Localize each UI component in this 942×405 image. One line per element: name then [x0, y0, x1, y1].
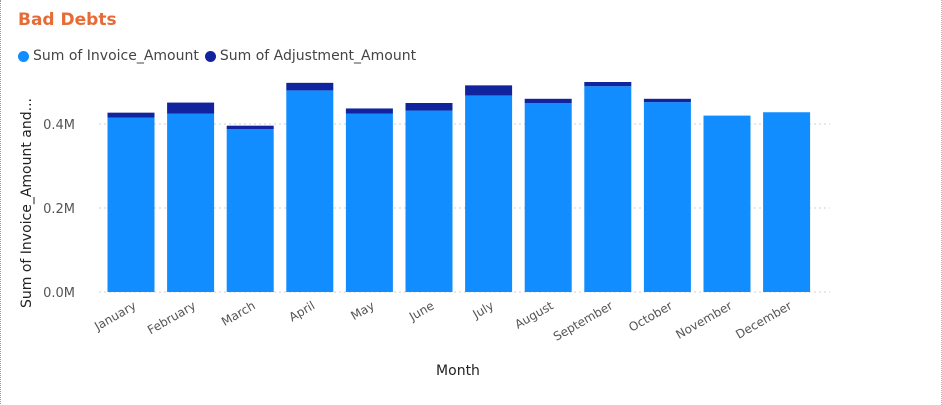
bar-adjustment[interactable] [643, 98, 691, 103]
legend-item-adjustment[interactable]: Sum of Adjustment_Amount [204, 48, 417, 64]
x-tick-label: October [626, 298, 675, 334]
bar-adjustment[interactable] [167, 102, 215, 114]
legend-dot-adjustment [204, 50, 216, 62]
x-axis-title: Month [436, 363, 480, 379]
bar-invoice[interactable] [167, 113, 215, 293]
bar-invoice[interactable] [524, 103, 572, 292]
bar-layer [107, 82, 811, 293]
x-tick-label: February [145, 298, 198, 337]
y-tick-label: 0.4M [43, 118, 75, 133]
bar-adjustment[interactable] [226, 125, 274, 130]
x-tick-label: July [470, 298, 497, 321]
bar-invoice[interactable] [763, 112, 811, 293]
x-tick-label: April [287, 298, 318, 324]
bar-invoice[interactable] [643, 102, 691, 292]
bar-invoice[interactable] [107, 117, 155, 292]
bar-invoice[interactable] [345, 113, 393, 293]
legend: Sum of Invoice_Amount Sum of Adjustment_… [18, 48, 422, 64]
x-tick-label: November [673, 298, 734, 341]
y-axis-title: Sum of Invoice_Amount and... [19, 98, 35, 308]
grid-layer [99, 123, 830, 293]
bar-adjustment[interactable] [524, 98, 572, 103]
legend-dot-invoice [18, 50, 29, 62]
legend-label-adjustment: Sum of Adjustment_Amount [219, 48, 417, 64]
y-tick-label: 0.2M [43, 202, 75, 217]
x-tick-label: May [348, 298, 376, 323]
bar-adjustment[interactable] [107, 112, 155, 118]
x-tick-label: March [219, 298, 258, 328]
legend-item-invoice[interactable]: Sum of Invoice_Amount [18, 48, 199, 64]
bar-adjustment[interactable] [584, 82, 632, 87]
bar-invoice[interactable] [584, 86, 632, 292]
y-tick-label: 0.0M [43, 286, 75, 301]
bar-invoice[interactable] [226, 129, 274, 292]
x-tick-label: June [406, 298, 437, 324]
legend-label-invoice: Sum of Invoice_Amount [33, 48, 199, 64]
x-tick-label: December [733, 298, 794, 341]
x-tick-label: August [512, 298, 556, 331]
bar-invoice[interactable] [703, 115, 751, 292]
bar-invoice[interactable] [286, 90, 334, 293]
bar-adjustment[interactable] [405, 103, 453, 111]
bar-invoice[interactable] [405, 110, 453, 292]
chart-title: Bad Debts [18, 10, 117, 30]
bar-adjustment[interactable] [286, 82, 334, 91]
x-tick-label: September [551, 298, 615, 343]
bar-invoice[interactable] [465, 95, 513, 292]
x-tick-label: January [91, 298, 138, 333]
bar-adjustment[interactable] [345, 108, 393, 114]
bar-adjustment[interactable] [465, 85, 513, 96]
